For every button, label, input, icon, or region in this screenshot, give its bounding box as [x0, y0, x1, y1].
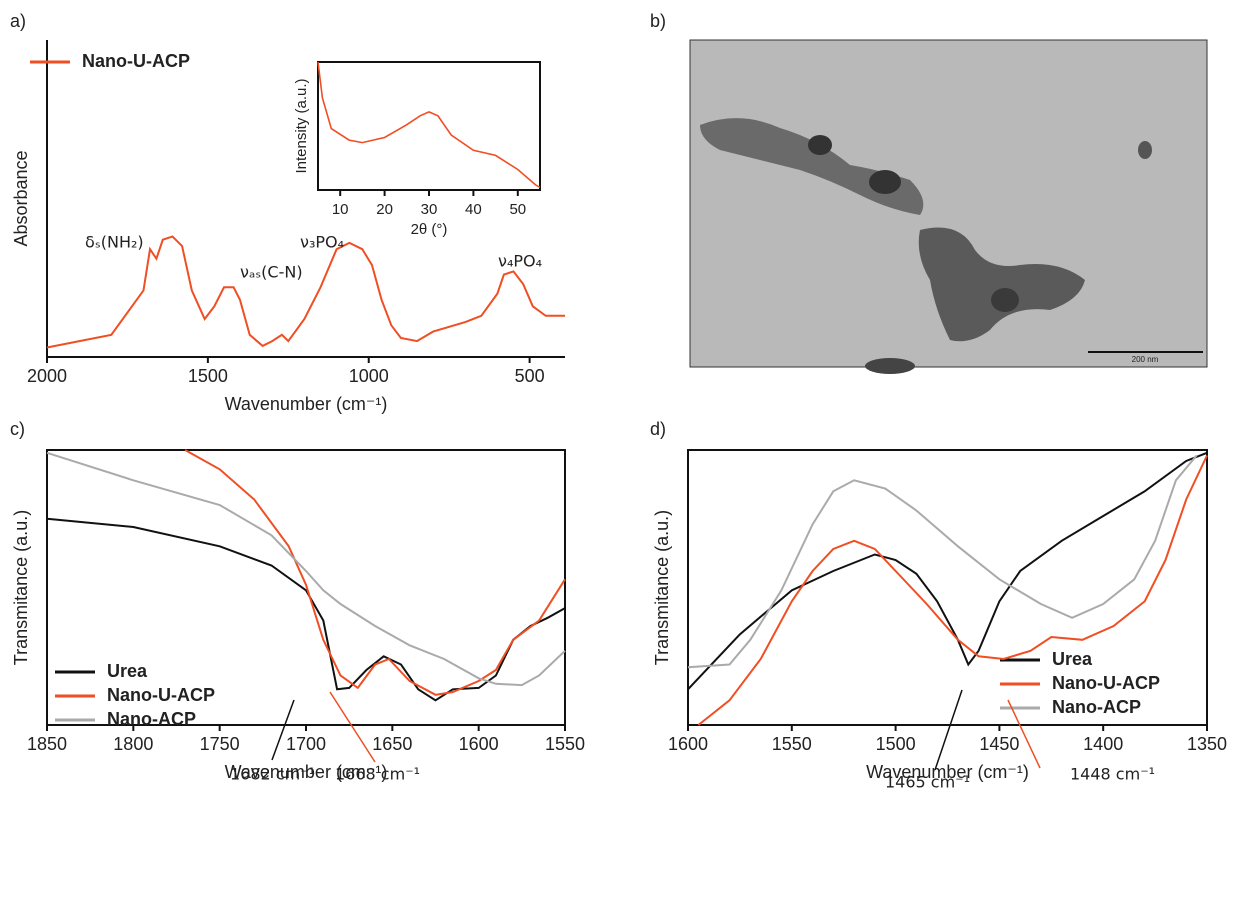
- y-axis-label: Transmitance (a.u.): [652, 510, 672, 665]
- annotation: ν₄PO₄: [498, 252, 542, 271]
- panel-label: a): [10, 11, 26, 31]
- annotation-leader: [934, 689, 963, 771]
- spectrum-line: [184, 449, 566, 696]
- x-tick-label: 1350: [1187, 734, 1227, 754]
- annotation: νₐₛ(C-N): [240, 263, 303, 282]
- legend-label: Nano-ACP: [107, 709, 196, 729]
- legend-label: Urea: [1052, 649, 1093, 669]
- plot-frame: [317, 61, 541, 191]
- x-tick-label: 1750: [200, 734, 240, 754]
- x-axis-label: Wavenumber (cm⁻¹): [866, 762, 1029, 782]
- x-tick-label: 1550: [772, 734, 812, 754]
- panel-label: b): [650, 11, 666, 31]
- annotation: 1668 cm⁻¹: [335, 765, 420, 784]
- x-tick-label: 500: [515, 366, 545, 386]
- chart-panel: 1850 1800 1750 1700 1650 1600 1550 Wavenumber (…: [10, 419, 585, 784]
- scale-bar-label: 200 nm: [1132, 355, 1159, 364]
- x-tick-label: 1650: [372, 734, 412, 754]
- particle-cluster: [700, 118, 924, 215]
- annotation-leader: [1007, 699, 1041, 769]
- pattern-line: [317, 61, 541, 189]
- y-axis-label: Intensity (a.u.): [293, 78, 310, 173]
- x-tick-label: 1850: [27, 734, 67, 754]
- particle: [869, 170, 901, 194]
- panel-label: d): [650, 419, 666, 439]
- x-tick-label: 1800: [113, 734, 153, 754]
- annotation: 1682 cm⁻¹: [230, 765, 315, 784]
- annotation: 1448 cm⁻¹: [1070, 765, 1155, 784]
- x-axis-label: Wavenumber (cm⁻¹): [225, 762, 388, 782]
- annotation-leader: [271, 699, 295, 761]
- x-axis-label: Wavenumber (cm⁻¹): [225, 394, 388, 414]
- annotation: 1465 cm⁻¹: [885, 773, 970, 792]
- spectrum-line: [687, 454, 1198, 669]
- x-tick-label: 50: [509, 201, 526, 218]
- spectrum-line: [697, 455, 1208, 726]
- particle: [991, 288, 1019, 312]
- x-tick-label: 1600: [668, 734, 708, 754]
- plot-frame: [687, 449, 1208, 726]
- annotation-leader: [329, 691, 376, 763]
- particle: [808, 135, 832, 155]
- x-tick-label: 1500: [876, 734, 916, 754]
- x-axis-label: 2θ (°): [411, 221, 448, 238]
- legend-label: Urea: [107, 661, 148, 681]
- y-axis-label: Transmitance (a.u.): [11, 510, 31, 665]
- spectrum-line: [687, 451, 1208, 690]
- y-axis-label: Absorbance: [11, 150, 31, 246]
- tem-panel: 200 nm b): [650, 11, 1208, 374]
- legend-label: Nano-ACP: [1052, 697, 1141, 717]
- chart-panel: 1600 1550 1500 1450 1400 1350 Wavenumber (cm⁻¹…: [650, 419, 1227, 792]
- x-tick-label: 40: [465, 201, 482, 218]
- spectrum-line: [46, 451, 566, 687]
- x-tick-label: 1550: [545, 734, 585, 754]
- x-tick-label: 10: [332, 201, 349, 218]
- x-tick-label: 1700: [286, 734, 326, 754]
- x-tick-label: 2000: [27, 366, 67, 386]
- x-tick-label: 1500: [188, 366, 228, 386]
- particle: [1138, 141, 1152, 159]
- x-tick-label: 1000: [349, 366, 389, 386]
- x-tick-label: 30: [421, 201, 438, 218]
- particle-cluster: [918, 227, 1085, 342]
- annotation: δₛ(NH₂): [85, 233, 144, 252]
- annotation: ν₃PO₄: [300, 233, 344, 252]
- panel-label: c): [10, 419, 25, 439]
- particle: [865, 358, 915, 374]
- x-tick-label: 1450: [979, 734, 1019, 754]
- legend-label: Nano-U-ACP: [107, 685, 215, 705]
- x-tick-label: 1400: [1083, 734, 1123, 754]
- spectrum-line: [46, 235, 565, 349]
- legend-label: Nano-U-ACP: [1052, 673, 1160, 693]
- x-tick-label: 1600: [459, 734, 499, 754]
- legend-label: Nano-U-ACP: [82, 51, 190, 71]
- chart-panel: 2000 1500 1000 500 Wavenumber (cm⁻¹) Absorban…: [10, 11, 565, 414]
- x-tick-label: 20: [376, 201, 393, 218]
- chart-panel: 10 20 30 40 50 2θ (°) Intensity (a.u.): [293, 61, 541, 238]
